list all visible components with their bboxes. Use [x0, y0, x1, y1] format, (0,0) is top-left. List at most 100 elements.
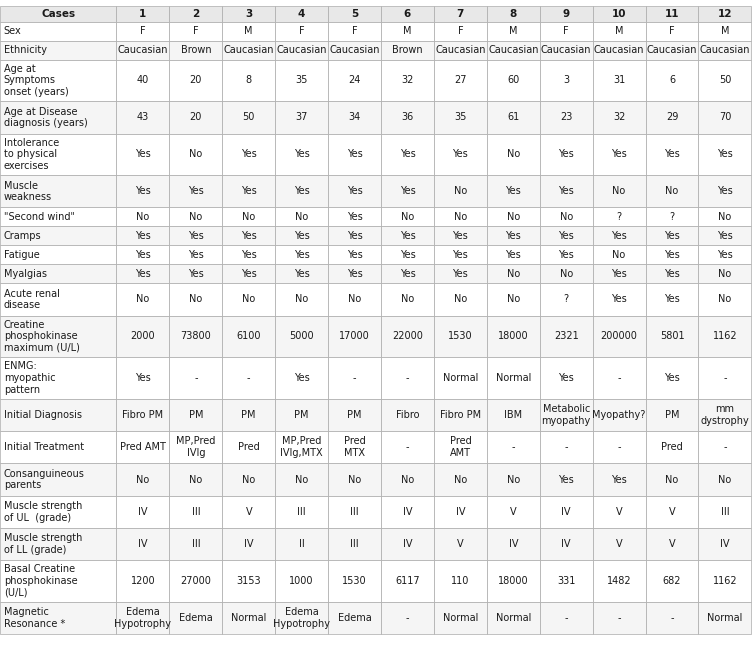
- Text: Yes: Yes: [612, 294, 627, 304]
- Text: Yes: Yes: [294, 231, 309, 241]
- Text: 32: 32: [401, 76, 414, 85]
- Bar: [487, 6, 540, 21]
- Bar: [169, 316, 222, 357]
- Text: Muscle
weakness: Muscle weakness: [4, 181, 52, 202]
- Text: M: M: [244, 26, 253, 36]
- Text: M: M: [615, 26, 624, 36]
- Text: Normal: Normal: [443, 373, 478, 383]
- Text: PM: PM: [347, 410, 362, 420]
- Bar: [487, 316, 540, 357]
- Bar: [275, 265, 328, 283]
- Bar: [646, 357, 699, 399]
- Text: 110: 110: [451, 576, 469, 586]
- Bar: [434, 175, 487, 208]
- Text: 70: 70: [719, 113, 731, 122]
- Text: No: No: [136, 294, 150, 304]
- Text: 40: 40: [137, 76, 149, 85]
- Bar: [222, 208, 275, 226]
- Bar: [381, 283, 434, 316]
- Bar: [0, 283, 116, 316]
- Text: Yes: Yes: [241, 149, 256, 159]
- Bar: [222, 102, 275, 133]
- Bar: [275, 208, 328, 226]
- Text: -: -: [194, 373, 197, 383]
- Text: 37: 37: [296, 113, 308, 122]
- Bar: [328, 399, 381, 431]
- Text: IV: IV: [403, 507, 412, 517]
- Text: 6117: 6117: [395, 576, 420, 586]
- Bar: [169, 133, 222, 175]
- Text: 6: 6: [404, 9, 411, 19]
- Bar: [699, 208, 751, 226]
- Bar: [222, 133, 275, 175]
- Bar: [593, 21, 646, 41]
- Bar: [169, 431, 222, 463]
- Text: -: -: [618, 373, 621, 383]
- Text: mm
dystrophy: mm dystrophy: [701, 404, 749, 426]
- Text: V: V: [616, 507, 622, 517]
- Bar: [540, 41, 593, 60]
- Bar: [699, 245, 751, 265]
- Text: IBM: IBM: [504, 410, 522, 420]
- Bar: [381, 602, 434, 634]
- Bar: [328, 6, 381, 21]
- Bar: [0, 60, 116, 102]
- Bar: [381, 6, 434, 21]
- Bar: [0, 21, 116, 41]
- Text: ?: ?: [670, 212, 674, 222]
- Bar: [593, 265, 646, 283]
- Text: 1000: 1000: [290, 576, 314, 586]
- Bar: [540, 560, 593, 602]
- Text: Yes: Yes: [294, 250, 309, 260]
- Text: V: V: [616, 539, 622, 549]
- Text: Pred
MTX: Pred MTX: [344, 437, 365, 458]
- Text: Yes: Yes: [717, 231, 733, 241]
- Bar: [699, 265, 751, 283]
- Text: 50: 50: [243, 113, 255, 122]
- Text: -: -: [723, 373, 727, 383]
- Text: 7: 7: [457, 9, 464, 19]
- Text: Yes: Yes: [664, 294, 680, 304]
- Text: Caucasian: Caucasian: [647, 45, 697, 55]
- Text: No: No: [718, 212, 732, 222]
- Bar: [540, 463, 593, 496]
- Bar: [275, 602, 328, 634]
- Text: 27000: 27000: [181, 576, 211, 586]
- Bar: [116, 41, 169, 60]
- Bar: [328, 245, 381, 265]
- Text: Yes: Yes: [347, 269, 362, 279]
- Text: Yes: Yes: [506, 186, 521, 196]
- Bar: [275, 245, 328, 265]
- Text: Yes: Yes: [664, 231, 680, 241]
- Text: Edema: Edema: [179, 613, 212, 623]
- Bar: [699, 399, 751, 431]
- Text: 34: 34: [349, 113, 361, 122]
- Text: Yes: Yes: [294, 186, 309, 196]
- Bar: [434, 399, 487, 431]
- Bar: [540, 245, 593, 265]
- Text: Yes: Yes: [135, 231, 150, 241]
- Text: III: III: [350, 507, 359, 517]
- Bar: [540, 226, 593, 245]
- Bar: [222, 6, 275, 21]
- Bar: [434, 60, 487, 102]
- Bar: [646, 41, 699, 60]
- Bar: [275, 316, 328, 357]
- Bar: [275, 528, 328, 560]
- Text: No: No: [189, 212, 203, 222]
- Bar: [0, 357, 116, 399]
- Bar: [646, 208, 699, 226]
- Bar: [646, 21, 699, 41]
- Bar: [275, 226, 328, 245]
- Text: No: No: [136, 212, 150, 222]
- Bar: [540, 602, 593, 634]
- Bar: [540, 431, 593, 463]
- Text: No: No: [454, 294, 467, 304]
- Text: "Second wind": "Second wind": [4, 212, 75, 222]
- Text: No: No: [718, 269, 732, 279]
- Bar: [540, 133, 593, 175]
- Bar: [593, 560, 646, 602]
- Bar: [593, 463, 646, 496]
- Text: IV: IV: [138, 507, 147, 517]
- Text: 10: 10: [612, 9, 627, 19]
